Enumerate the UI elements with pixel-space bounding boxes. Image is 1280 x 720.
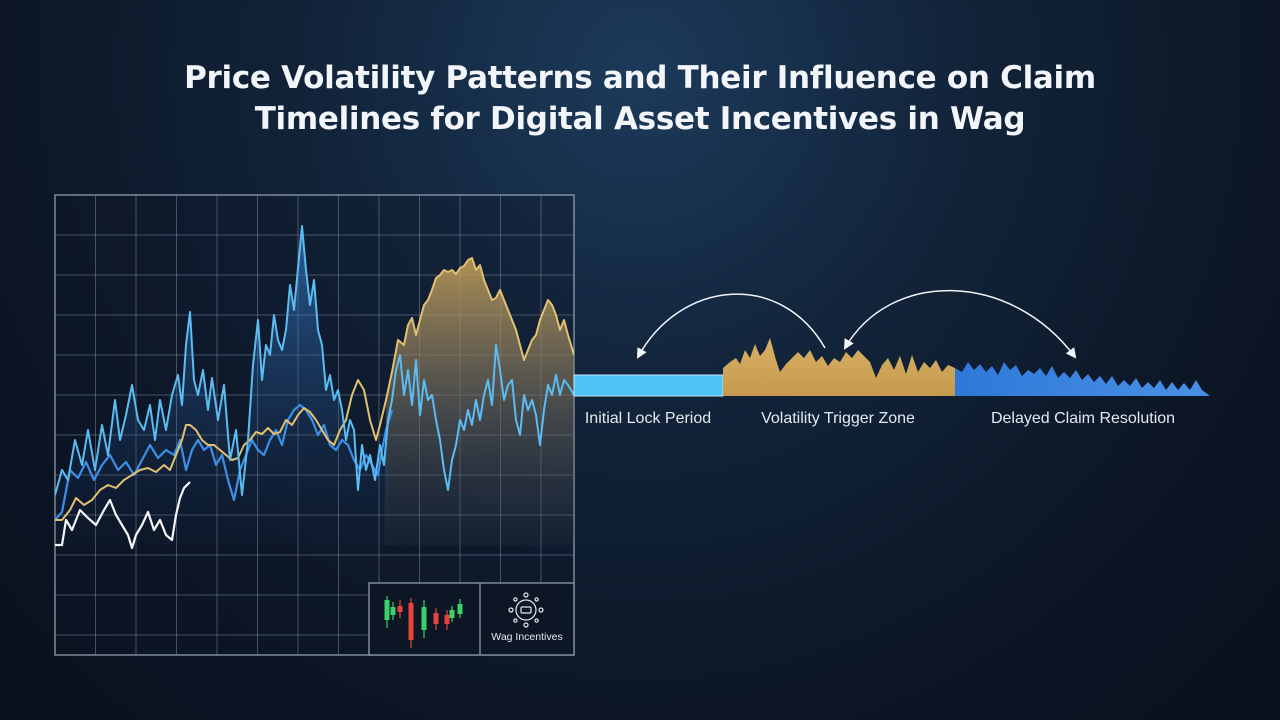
arrow-trigger-to-delay xyxy=(843,289,1077,359)
volatility-trigger-band xyxy=(723,338,955,396)
page-title: Price Volatility Patterns and Their Infl… xyxy=(0,58,1280,140)
candle-body xyxy=(421,607,427,630)
stage-label-initial-lock: Initial Lock Period xyxy=(584,410,712,427)
light-blue-price-line xyxy=(55,225,574,496)
brand-label: Wag Incentives xyxy=(491,631,563,643)
gold-area-fill xyxy=(384,258,574,545)
inset-frame xyxy=(368,582,575,656)
candle-body xyxy=(397,606,403,612)
candle-body xyxy=(449,610,455,618)
network-hub-icon xyxy=(508,592,544,628)
candlestick-chart-icon xyxy=(384,596,463,648)
chart-inset xyxy=(368,582,575,656)
white-price-line xyxy=(55,481,191,550)
delayed-claim-band xyxy=(955,362,1210,396)
title-line-2: Timelines for Digital Asset Incentives i… xyxy=(254,101,1026,137)
claim-timeline xyxy=(573,338,1210,397)
stage-label-volatility-trigger: Volatility Trigger Zone xyxy=(761,410,915,427)
initial-lock-band xyxy=(573,374,724,397)
candle-body xyxy=(444,615,450,624)
candle-body xyxy=(390,607,396,615)
title-line-1: Price Volatility Patterns and Their Infl… xyxy=(184,60,1096,96)
stage-label-delayed-claim: Delayed Claim Resolution xyxy=(990,410,1176,427)
candle-body xyxy=(457,604,463,614)
candle-body xyxy=(408,603,414,640)
candle-body xyxy=(384,600,390,620)
arrow-trigger-to-lock xyxy=(636,293,826,359)
gold-price-line xyxy=(55,257,574,521)
candle-body xyxy=(433,613,439,624)
